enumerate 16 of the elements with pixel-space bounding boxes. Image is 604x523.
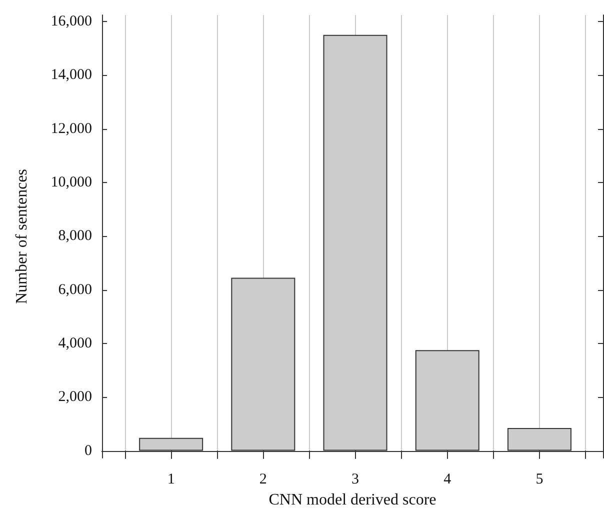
y-tick-label: 12,000 [50,120,92,137]
x-tick-label: 5 [536,472,544,488]
y-axis-title: Number of sentences [14,168,30,304]
x-tick-label: 1 [167,472,175,488]
x-tick-label: 2 [259,472,267,488]
y-tick-label: 8,000 [58,228,92,244]
x-tick-label: 4 [444,472,452,488]
y-tick-label: 16,000 [50,13,92,30]
y-tick-label: 4,000 [58,335,92,352]
y-tick-label: 14,000 [50,67,92,84]
x-tick-label: 3 [352,472,360,488]
y-tick-label: 0 [84,442,92,459]
y-tick-label: 6,000 [58,282,92,298]
y-tick-label: 10,000 [50,174,92,190]
y-tick-label: 2,000 [58,389,92,406]
x-axis-title: CNN model derived score [268,492,436,508]
